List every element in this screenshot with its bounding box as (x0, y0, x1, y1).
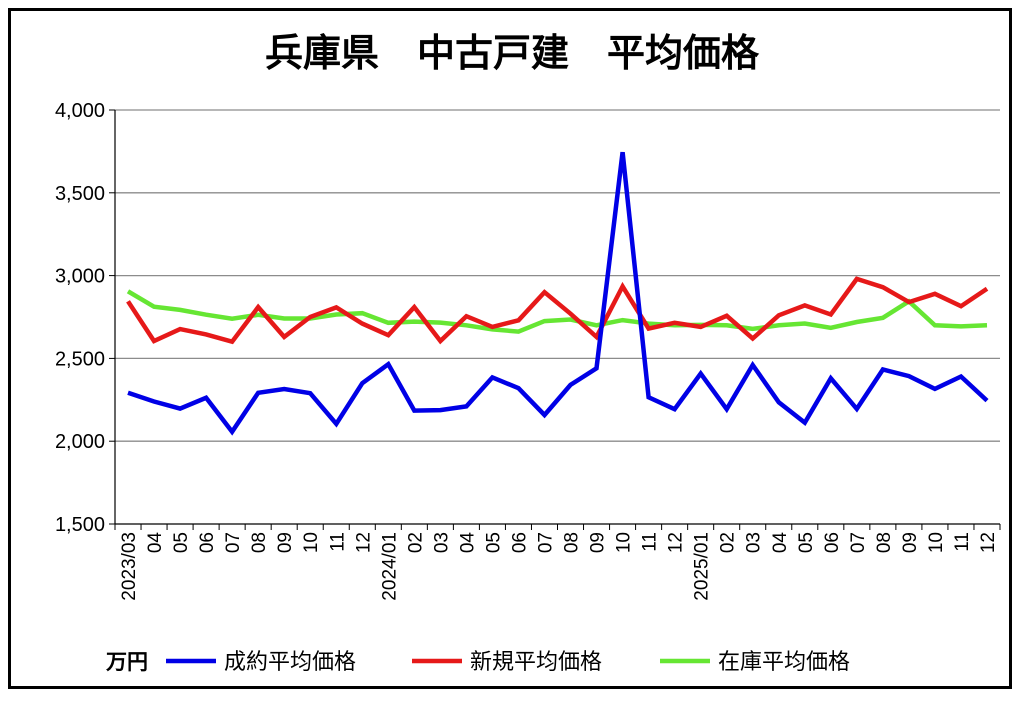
y-tick-label: 3,000 (55, 266, 105, 288)
x-tick-label: 07 (535, 532, 556, 553)
x-tick-label: 08 (874, 532, 895, 553)
unit-label: 万円 (105, 650, 148, 674)
x-tick-label: 05 (483, 532, 504, 553)
x-tick-label: 10 (301, 532, 322, 553)
x-tick-label: 05 (796, 532, 817, 553)
y-tick-label: 1,500 (55, 514, 105, 536)
x-tick-label: 2025/01 (692, 532, 713, 601)
x-tick-label: 07 (223, 532, 244, 553)
y-tick-label: 2,000 (55, 431, 105, 453)
x-tick-label: 2024/01 (379, 532, 400, 601)
x-tick-label: 05 (171, 532, 192, 553)
x-tick-label: 09 (588, 532, 609, 553)
x-tick-label: 11 (327, 532, 348, 552)
x-tick-label: 12 (666, 532, 687, 553)
x-tick-label: 12 (978, 532, 999, 553)
x-tick-label: 09 (275, 532, 296, 553)
y-tick-label: 4,000 (55, 100, 105, 122)
x-tick-label: 11 (640, 532, 661, 552)
series-lines (126, 151, 989, 436)
x-tick-label: 04 (145, 532, 166, 554)
x-tick-label: 11 (952, 532, 973, 552)
legend-label: 成約平均価格 (224, 650, 356, 675)
x-tick-label: 09 (900, 532, 921, 553)
series-line (126, 289, 988, 334)
y-axis-ticks: 1,500 2,000 2,500 3,000 3,500 4,000 (55, 100, 115, 536)
series-line (127, 151, 989, 436)
x-tick-label: 12 (353, 532, 374, 553)
gridlines (115, 109, 1000, 442)
x-tick-label: 03 (744, 532, 765, 553)
y-tick-label: 3,500 (55, 183, 105, 205)
x-tick-label: 10 (926, 532, 947, 553)
x-tick-label: 08 (249, 532, 270, 553)
x-tick-label: 02 (718, 532, 739, 553)
legend: 万円 成約平均価格 新規平均価格 在庫平均価格 (105, 650, 850, 675)
chart-frame (8, 8, 1012, 689)
legend-label: 在庫平均価格 (718, 650, 850, 675)
x-tick-label: 04 (457, 532, 478, 554)
chart-title: 兵庫県 中古戸建 平均価格 (265, 31, 760, 75)
x-tick-label: 06 (197, 532, 218, 553)
x-tick-label: 06 (822, 532, 843, 553)
y-tick-label: 2,500 (55, 348, 105, 370)
series-line (126, 276, 989, 345)
x-tick-label: 06 (509, 532, 530, 553)
x-tick-label: 08 (562, 532, 583, 553)
x-tick-label: 10 (614, 532, 635, 553)
x-tick-label: 02 (405, 532, 426, 553)
x-tick-label: 04 (770, 532, 791, 554)
legend-label: 新規平均価格 (470, 650, 602, 675)
x-tick-label: 03 (431, 532, 452, 553)
x-tick-label: 2023/03 (119, 532, 140, 601)
x-axis-ticks: 2023/03 04 05 06 07 08 09 10 11 12 2024/01 02 03 04 05… (114, 524, 1001, 601)
x-tick-label: 07 (848, 532, 869, 553)
